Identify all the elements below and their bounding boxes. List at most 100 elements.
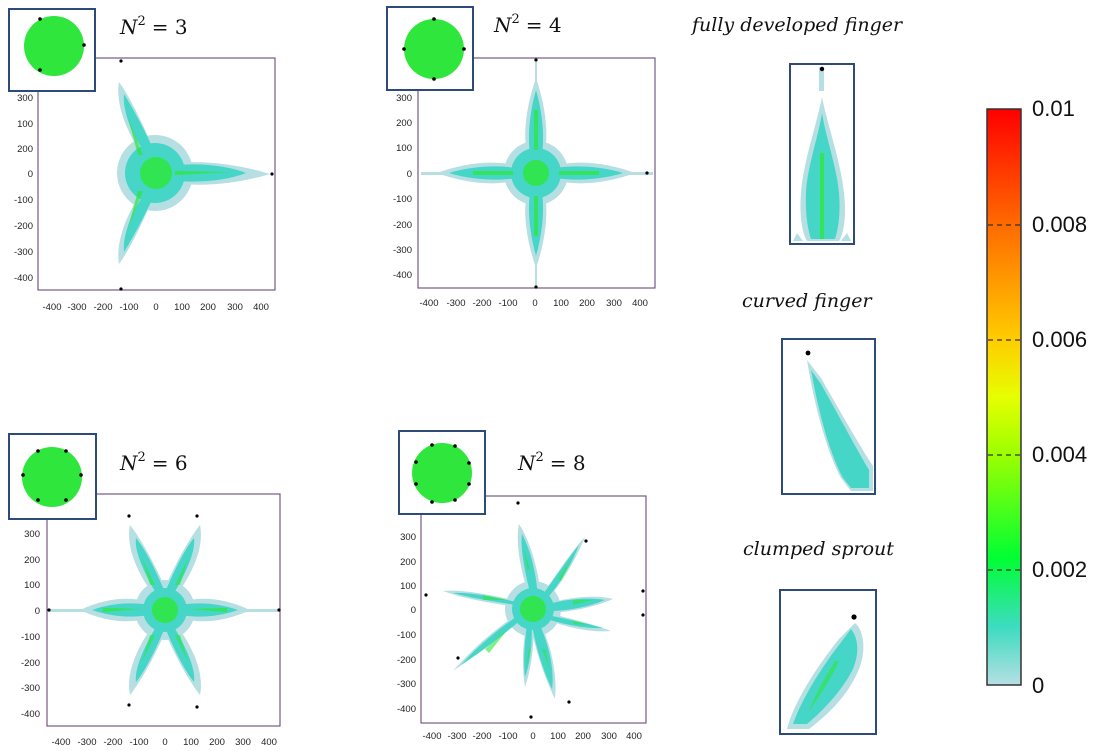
y-tick: -100 [393, 194, 412, 205]
x-tick: 400 [632, 298, 648, 309]
x-tick: 300 [601, 731, 617, 742]
panel-n2-6-svg: -400 -300 -200 -100 0 100 200 300 400 30… [8, 433, 281, 748]
x-tick: -100 [119, 302, 138, 313]
y-tick: 300 [396, 93, 412, 104]
pattern-6 [47, 514, 281, 709]
x-tick: 300 [235, 737, 251, 748]
panel-n2-3-svg: -400 -300 -200 -100 0 100 200 300 400 30… [8, 8, 276, 313]
y-tick: 100 [396, 143, 412, 154]
y-tick: -400 [14, 273, 33, 284]
y-tick: 200 [400, 557, 416, 568]
y-tick: -100 [14, 195, 33, 206]
x-tick: -200 [472, 731, 491, 742]
y-tick: 200 [396, 118, 412, 129]
x-tick: 100 [174, 302, 190, 313]
panel-n2-8-svg: -400 -300 -200 -100 0 100 200 300 400 30… [397, 430, 647, 742]
x-tick: -200 [472, 298, 491, 309]
y-tick: 0 [407, 169, 412, 180]
x-tick: 300 [606, 298, 622, 309]
x-tick: -300 [67, 302, 86, 313]
clumped-sprout-title: clumped sprout [743, 538, 894, 560]
colorbar-label-0002: 0.002 [1032, 557, 1088, 582]
panel-n2-8: -400 -300 -200 -100 0 100 200 300 400 30… [386, 426, 676, 751]
y-tick: -100 [21, 632, 40, 643]
clumped-sprout-box [779, 589, 877, 735]
y-tick: 100 [24, 580, 40, 591]
x-tick: -400 [422, 731, 441, 742]
y-tick: 100 [17, 119, 33, 130]
y-tick: 300 [17, 93, 33, 104]
curved-finger-box [781, 338, 876, 495]
x-axis: -400 -300 -200 -100 0 100 200 300 400 [422, 731, 641, 742]
x-tick: -200 [103, 737, 122, 748]
y-tick: -200 [397, 655, 416, 666]
x-tick: -400 [42, 302, 61, 313]
x-tick: 0 [530, 731, 535, 742]
x-tick: -300 [447, 731, 466, 742]
y-tick: 0 [35, 606, 40, 617]
y-axis: 300 200 100 0 -100 -200 -300 -400 [393, 93, 412, 281]
x-tick: 200 [579, 298, 595, 309]
colorbar-label-0006: 0.006 [1032, 327, 1088, 352]
x-tick: -100 [498, 298, 517, 309]
inset [398, 430, 486, 515]
y-tick: 0 [411, 605, 416, 616]
panel-label: N2 = 6 [119, 450, 188, 475]
x-tick: 100 [553, 298, 569, 309]
x-tick: 200 [200, 302, 216, 313]
x-axis: -400 -300 -200 -100 0 100 200 300 400 [51, 737, 276, 748]
panel-n2-6: -400 -300 -200 -100 0 100 200 300 400 30… [0, 430, 290, 751]
y-tick: -400 [397, 704, 416, 715]
x-tick: 400 [253, 302, 269, 313]
x-tick: 300 [227, 302, 243, 313]
pattern-4 [421, 58, 653, 289]
panel-n2-4: -400 -300 -200 -100 0 100 200 300 400 30… [377, 0, 667, 320]
x-tick: 100 [183, 737, 199, 748]
x-tick: -400 [419, 298, 438, 309]
x-tick: 100 [550, 731, 566, 742]
panel-label: N2 = 4 [493, 12, 562, 37]
fully-developed-finger-title: fully developed finger [692, 14, 903, 36]
inset [8, 433, 97, 520]
x-tick: 400 [626, 731, 642, 742]
colorbar [986, 108, 1022, 686]
x-tick: 0 [162, 737, 167, 748]
x-tick: 0 [153, 302, 158, 313]
panel-n2-3: -400 -300 -200 -100 0 100 200 300 400 30… [0, 0, 290, 320]
x-tick: -100 [129, 737, 148, 748]
curved-finger-title: curved finger [742, 290, 872, 312]
y-tick: -400 [21, 709, 40, 720]
y-tick: -100 [397, 630, 416, 641]
inset [386, 6, 474, 91]
y-tick: 300 [400, 532, 416, 543]
colorbar-label-0008: 0.008 [1032, 212, 1088, 237]
y-tick: -300 [397, 679, 416, 690]
x-tick: -400 [51, 737, 70, 748]
x-axis: -400 -300 -200 -100 0 100 200 300 400 [42, 302, 268, 313]
y-axis: 300 200 100 0 -100 -200 -300 -400 [397, 532, 416, 715]
x-tick: 200 [575, 731, 591, 742]
x-tick: -200 [93, 302, 112, 313]
x-axis: -400 -300 -200 -100 0 100 200 300 400 [419, 298, 647, 309]
y-axis: 300 200 100 0 -100 -200 -300 -400 [21, 529, 40, 720]
y-tick: -400 [393, 270, 412, 281]
x-tick: 0 [532, 298, 537, 309]
pattern-3 [117, 59, 274, 291]
colorbar-label-0004: 0.004 [1032, 442, 1088, 467]
panel-label: N2 = 3 [119, 14, 188, 39]
colorbar-label-0: 0 [1032, 673, 1045, 698]
y-tick: -300 [393, 245, 412, 256]
y-tick: 100 [400, 581, 416, 592]
panel-label: N2 = 8 [517, 450, 586, 475]
x-tick: 200 [209, 737, 225, 748]
y-tick: 0 [28, 169, 33, 180]
x-tick: 400 [261, 737, 277, 748]
y-tick: -300 [21, 683, 40, 694]
fully-developed-finger-box [789, 63, 855, 245]
y-axis: 300 200 100 0 -100 -200 -300 -400 [14, 93, 33, 284]
inset [8, 8, 96, 92]
x-tick: -300 [446, 298, 465, 309]
y-tick: 200 [17, 144, 33, 155]
y-tick: -300 [14, 247, 33, 258]
y-tick: 300 [24, 529, 40, 540]
